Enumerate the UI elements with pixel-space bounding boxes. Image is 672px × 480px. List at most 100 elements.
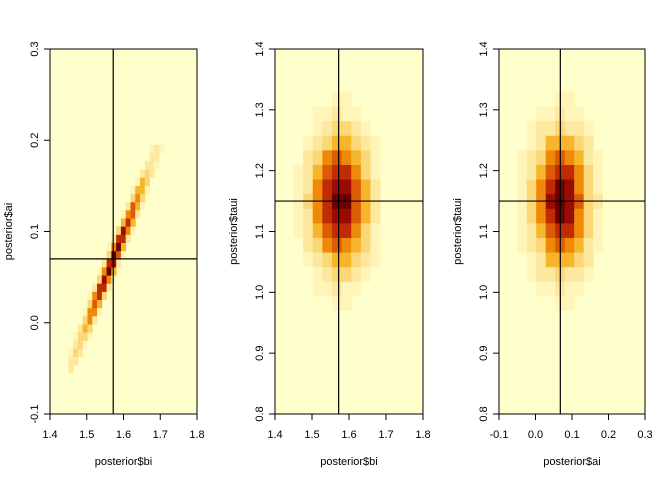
x-tick-label: 0.0 xyxy=(528,429,543,441)
heatmap-cell xyxy=(564,222,575,238)
heatmap-cell xyxy=(574,237,585,253)
heatmap-cell xyxy=(322,208,333,224)
heatmap-cell xyxy=(312,266,323,282)
heatmap-cell xyxy=(351,237,362,253)
heatmap-cell xyxy=(331,91,342,107)
y-tick-label: 1.3 xyxy=(254,102,266,117)
heatmap-cell xyxy=(360,252,371,268)
heatmap-cell xyxy=(140,177,146,186)
heatmap-cell xyxy=(360,266,371,282)
heatmap-cell xyxy=(130,209,136,219)
heatmap-cell xyxy=(303,149,314,165)
heatmap-cell xyxy=(312,120,323,136)
heatmap-cell xyxy=(68,364,74,374)
heatmap-cell xyxy=(545,281,556,297)
heatmap-cell xyxy=(526,120,537,136)
heatmap-cell xyxy=(322,222,333,238)
y-tick-label: 0.8 xyxy=(254,406,266,421)
x-tick-label: 1.8 xyxy=(189,429,204,441)
heatmap-cell xyxy=(574,149,585,165)
heatmap-cell xyxy=(360,222,371,238)
heatmap-cell xyxy=(144,161,150,170)
heatmap-cell xyxy=(351,164,362,180)
heatmap-cell xyxy=(341,208,352,224)
heatmap-cell xyxy=(545,179,556,195)
heatmap-cell xyxy=(101,275,107,284)
heatmap-cell xyxy=(564,120,575,136)
heatmap-cell xyxy=(106,242,112,252)
heatmap-cell xyxy=(82,340,88,349)
heatmap-cell xyxy=(73,356,79,366)
x-tick-label: 1.5 xyxy=(79,429,94,441)
heatmap-cell xyxy=(574,281,585,297)
heatmap-cell xyxy=(536,252,547,268)
heatmap-cell xyxy=(130,193,136,203)
panel-bi-vs-taui: 1.4 1.5 1.6 1.7 1.8 posterior$bi 0.8 0.9 1.0 1.1 1… xyxy=(228,41,431,468)
heatmap-cell xyxy=(331,266,342,282)
heatmap-cell xyxy=(593,237,604,253)
heatmap-cell xyxy=(583,179,594,195)
y-tick-label: 0.9 xyxy=(254,346,266,361)
heatmap-cell xyxy=(574,135,585,151)
heatmap-cell xyxy=(517,149,528,165)
heatmap-cell xyxy=(583,164,594,180)
heatmap-cell xyxy=(536,106,547,122)
heatmap-cell xyxy=(116,258,122,268)
heatmap-cell xyxy=(536,222,547,238)
heatmap-cells xyxy=(68,144,165,374)
heatmap-cell xyxy=(92,283,98,292)
heatmap-cell xyxy=(593,164,604,180)
heatmap-cell xyxy=(97,275,103,284)
heatmap-cell xyxy=(111,234,117,243)
heatmap-cell xyxy=(303,252,314,268)
heatmap-cell xyxy=(77,332,84,341)
heatmap-cell xyxy=(545,222,556,238)
heatmap-cell xyxy=(303,164,314,180)
heatmap-cell xyxy=(120,218,127,227)
heatmap-cell xyxy=(536,179,547,195)
heatmap-cell xyxy=(331,208,342,224)
heatmap-cell xyxy=(293,179,304,195)
y-tick-label: 1.4 xyxy=(478,41,490,56)
heatmap-cell xyxy=(130,226,136,235)
heatmap-cell xyxy=(312,106,323,122)
heatmap-cell xyxy=(312,208,323,224)
heatmap-cell xyxy=(331,281,342,297)
heatmap-cell xyxy=(312,149,323,165)
heatmap-cell xyxy=(331,164,342,180)
y-tick-label: 1.2 xyxy=(254,163,266,178)
heatmap-cell xyxy=(536,135,547,151)
heatmap-cell xyxy=(149,144,155,154)
heatmap-cell xyxy=(322,164,333,180)
heatmap-cell xyxy=(351,106,362,122)
heatmap-cell xyxy=(140,169,146,178)
heatmap-cell xyxy=(370,135,381,151)
heatmap-cell xyxy=(111,267,117,276)
y-tick-label: 0.3 xyxy=(29,41,41,56)
y-tick-label: 0.2 xyxy=(29,133,41,148)
x-axis-label: posterior$bi xyxy=(95,456,152,468)
heatmap-cell xyxy=(545,135,556,151)
heatmap-cell xyxy=(583,120,594,136)
heatmap-cell xyxy=(111,258,117,268)
heatmap-cell xyxy=(517,164,528,180)
heatmap-cell xyxy=(564,135,575,151)
heatmap-cell xyxy=(536,120,547,136)
heatmap-cell xyxy=(101,267,107,276)
heatmap-cell xyxy=(526,252,537,268)
heatmap-cell xyxy=(351,149,362,165)
heatmap-cell xyxy=(135,201,141,211)
heatmap-cell xyxy=(517,208,528,224)
heatmap-cell xyxy=(331,295,342,311)
heatmap-cell xyxy=(341,295,352,311)
heatmap-cell xyxy=(125,234,131,243)
heatmap-cell xyxy=(293,208,304,224)
heatmap-cell xyxy=(536,237,547,253)
heatmap-cell xyxy=(140,193,146,203)
heatmap-cell xyxy=(97,291,103,301)
heatmap-cell xyxy=(341,266,352,282)
heatmap-cell xyxy=(68,356,74,366)
heatmap-cell xyxy=(526,222,537,238)
heatmap-cell xyxy=(564,266,575,282)
heatmap-cell xyxy=(564,237,575,253)
